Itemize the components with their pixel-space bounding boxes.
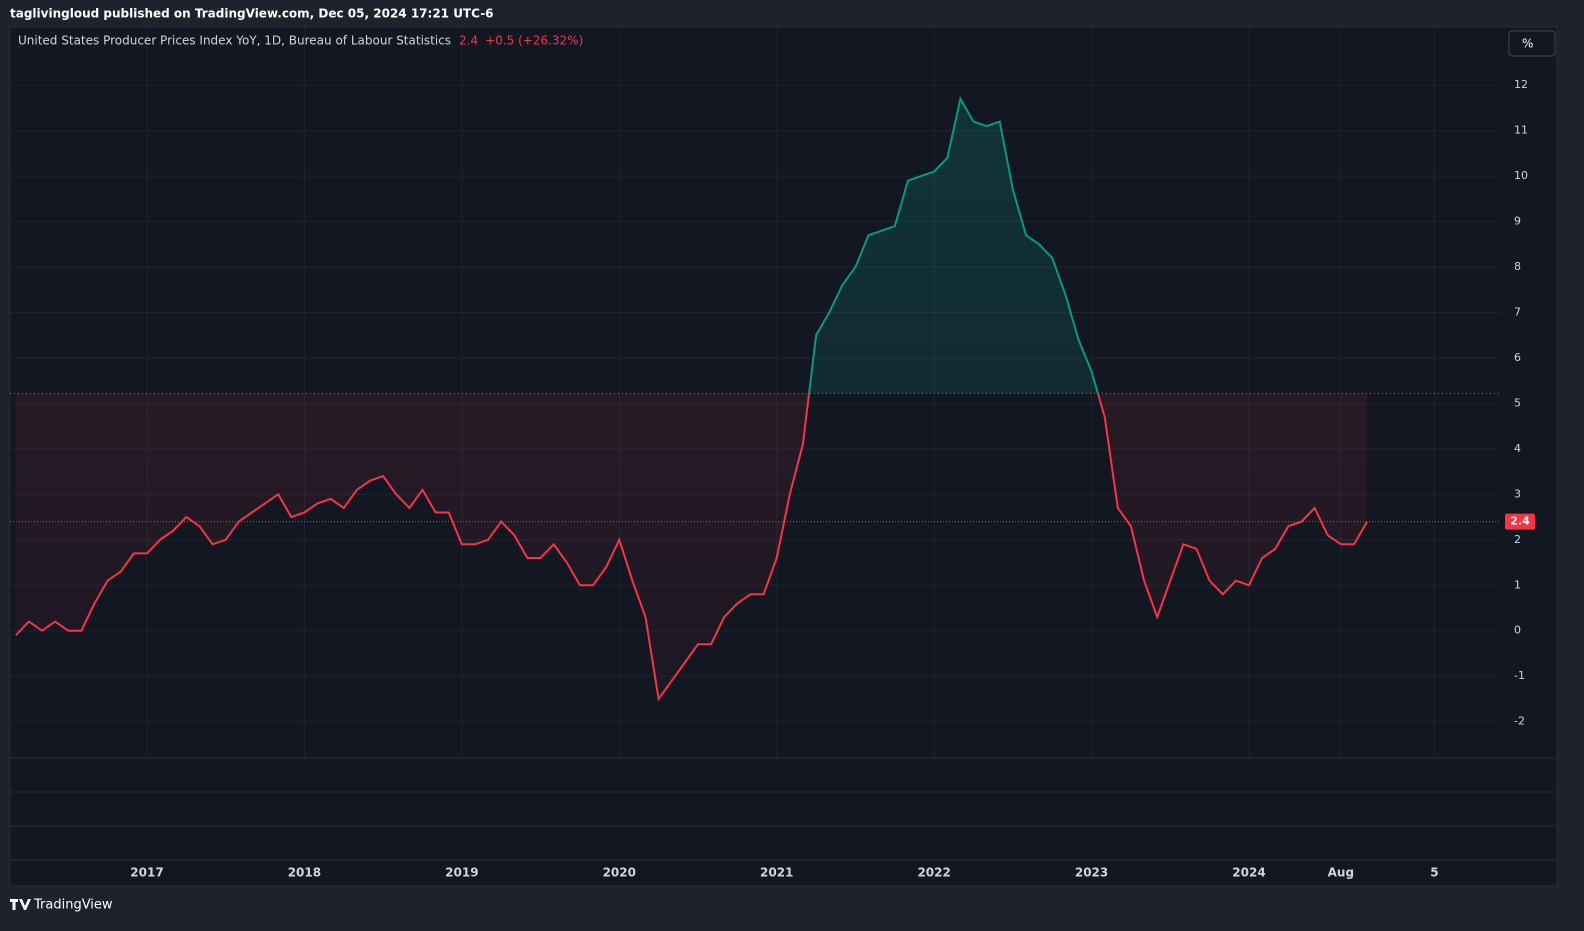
x-tick-label: 2020 (603, 866, 636, 880)
x-tick-label: Aug (1328, 866, 1354, 880)
area-above (15, 98, 1368, 394)
x-tick-label: 2018 (288, 866, 321, 880)
legend-change: +0.5 (+26.32%) (485, 34, 583, 48)
line-below (15, 393, 1368, 702)
unit-button[interactable] (1508, 30, 1556, 57)
y-tick-label: 10 (1514, 169, 1528, 182)
last-value-badge (1505, 513, 1535, 530)
legend-series-name: United States Producer Prices Index YoY,… (18, 34, 451, 48)
unit-button-label[interactable]: % (1522, 37, 1533, 51)
y-tick-label: 12 (1514, 78, 1528, 91)
header: taglivingloud published on TradingView.c… (10, 7, 494, 21)
y-tick-label: 7 (1514, 305, 1521, 318)
y-tick-label: -1 (1514, 669, 1525, 682)
y-tick-label: 11 (1514, 124, 1528, 137)
x-tick-label: 2017 (130, 866, 163, 880)
y-tick-label: 2 (1514, 533, 1521, 546)
x-tick-label: 2024 (1232, 866, 1265, 880)
y-tick-label: 6 (1514, 351, 1521, 364)
y-tick-label: 8 (1514, 260, 1521, 273)
y-tick-label: 3 (1514, 487, 1521, 500)
x-tick-label: 2022 (917, 866, 950, 880)
y-tick-label: -2 (1514, 715, 1525, 728)
x-tick-label: 2019 (445, 866, 478, 880)
y-tick-label: 0 (1514, 624, 1521, 637)
x-tick-label: 2023 (1075, 866, 1108, 880)
y-tick-label: 9 (1514, 215, 1521, 228)
footer-brand: TradingView (33, 898, 113, 913)
area-below (15, 393, 1368, 699)
x-tick-label: 2021 (760, 866, 793, 880)
y-tick-label: 4 (1514, 442, 1521, 455)
y-tick-label: 5 (1514, 396, 1521, 409)
y-tick-label: 1 (1514, 578, 1521, 591)
x-tick-label: 5 (1430, 866, 1438, 880)
logo-icon (10, 899, 31, 910)
legend-value: 2.4 (459, 34, 478, 48)
last-value-label: 2.4 (1510, 515, 1530, 528)
